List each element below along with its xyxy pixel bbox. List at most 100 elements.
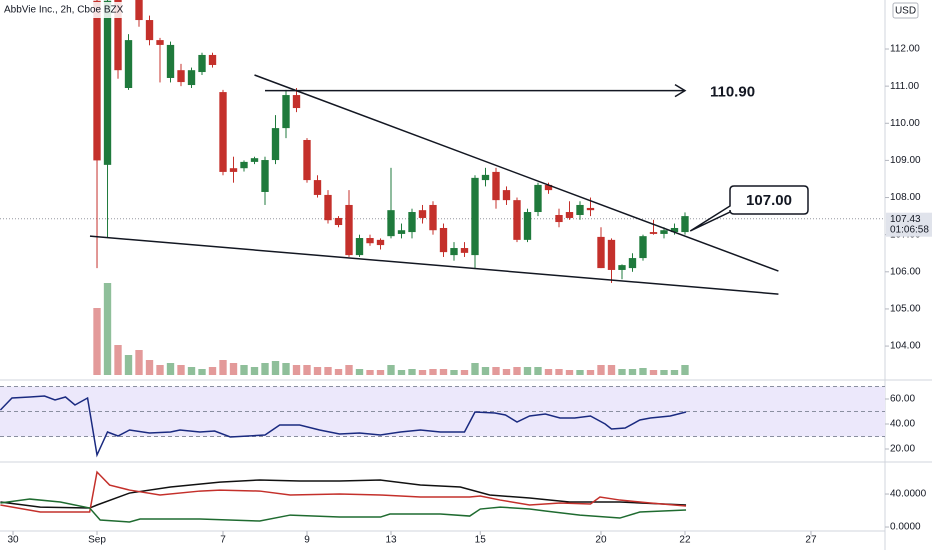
arrow-head — [674, 83, 687, 98]
volume-bar — [229, 363, 238, 375]
volume-bar — [418, 370, 427, 375]
candle-body — [198, 54, 206, 73]
currency: USD — [895, 6, 916, 17]
candle-body — [114, 0, 122, 71]
candle-body — [250, 158, 259, 162]
candle-body — [103, 0, 112, 165]
candle-body — [481, 174, 490, 181]
candle-body — [607, 239, 616, 270]
volume-bar — [492, 367, 500, 375]
volume-bar — [366, 370, 374, 375]
trendline — [254, 74, 779, 272]
y-tick-label: 106.00 — [890, 266, 921, 277]
volume-bar — [208, 367, 217, 375]
volume-bar — [597, 365, 605, 375]
candle-body — [618, 265, 626, 270]
volume-bar — [271, 361, 280, 375]
candle-body — [345, 204, 353, 256]
candle-body — [544, 184, 553, 191]
candle-body — [156, 40, 164, 45]
volume-bar — [523, 367, 532, 375]
volume-bar — [471, 363, 479, 375]
volume-bar — [681, 365, 689, 375]
candle-body — [177, 70, 185, 83]
candle-body — [681, 216, 689, 233]
title-bg — [0, 2, 132, 18]
candle-body — [639, 236, 647, 259]
chart-title: AbbVie Inc., 2h, Cboe BZX — [4, 5, 124, 16]
candle-body — [565, 212, 574, 218]
volume-bar — [565, 370, 574, 375]
volume-bar — [313, 367, 322, 375]
y-tick-label: 105.00 — [890, 304, 921, 315]
volume-bar — [639, 368, 647, 375]
candle-body — [303, 139, 311, 181]
volume-bar — [166, 363, 175, 375]
indicator-line — [0, 395, 687, 458]
volume-bar — [103, 283, 112, 375]
candle-body — [586, 207, 595, 211]
indicator-line — [0, 498, 687, 523]
candle-body — [334, 217, 343, 226]
x-tick-label: 22 — [679, 535, 691, 546]
candle-body — [397, 230, 406, 234]
candle-body — [408, 212, 416, 233]
indicator-line — [0, 479, 687, 509]
candle-body — [523, 212, 532, 240]
candle-body — [450, 248, 458, 256]
y-tick-label: 60.00 — [890, 394, 915, 405]
y-tick-label: 104.00 — [890, 341, 921, 352]
volume-bar — [124, 355, 133, 375]
candle-body — [429, 204, 437, 231]
y-tick-label: 111.00 — [890, 81, 920, 92]
volume-bar — [219, 360, 227, 375]
candle-body — [229, 168, 238, 172]
candle-body — [324, 194, 332, 221]
y-tick-label: 112.00 — [890, 44, 920, 55]
x-tick-label: 7 — [220, 535, 226, 546]
volume-bar — [145, 360, 154, 375]
candle-body — [271, 128, 280, 161]
volume-bar — [114, 345, 122, 375]
candle-body — [649, 232, 658, 234]
candle-body — [282, 95, 290, 129]
countdown: 01:06:58 — [890, 224, 929, 235]
candle-body — [355, 238, 364, 256]
overlay: AbbVie Inc., 2h, Cboe BZX USD — [0, 2, 919, 19]
volume-bar — [282, 363, 290, 375]
candle-body — [555, 214, 563, 223]
volume-bar — [324, 367, 332, 375]
volume-bar — [187, 367, 196, 375]
volume-bar — [303, 365, 311, 375]
volume-bar — [156, 365, 164, 375]
candle-body — [576, 204, 584, 215]
candle-body — [628, 258, 637, 269]
volume-bar — [534, 367, 542, 375]
y-tick-label: 40.00 — [890, 419, 915, 430]
candle-body — [166, 44, 175, 78]
volume-bar — [618, 369, 626, 375]
candle-body — [219, 92, 227, 172]
price-tag — [886, 212, 932, 237]
callout-box — [689, 185, 809, 232]
x-tick-label: 9 — [304, 535, 310, 546]
candle-body — [366, 238, 374, 244]
candle-body — [670, 227, 679, 233]
candle-body — [502, 190, 511, 201]
price-pane: 110.90 107.00 — [0, 0, 885, 375]
volume-bar — [292, 365, 301, 375]
volume-bar — [660, 370, 668, 375]
x-tick-label: Sep — [88, 535, 106, 546]
volume-bar — [355, 369, 364, 375]
candle-body — [313, 180, 322, 195]
y-tick-label: 108.00 — [890, 192, 921, 203]
volume-bar — [376, 370, 385, 375]
candle-body — [513, 200, 521, 240]
volume-bar — [439, 369, 448, 375]
candle-body — [660, 230, 668, 234]
indicator-line — [0, 470, 687, 513]
volume-bar — [345, 365, 353, 375]
volume-bar — [607, 365, 616, 375]
candle-body — [460, 248, 469, 253]
